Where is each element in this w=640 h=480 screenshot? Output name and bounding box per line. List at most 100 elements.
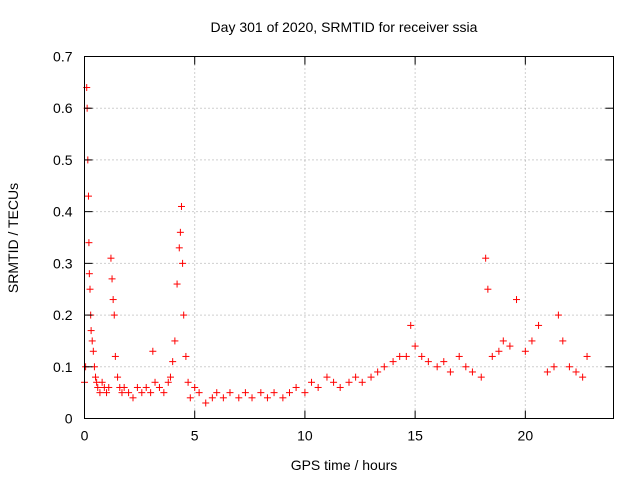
- y-tick-label: 0.7: [53, 49, 73, 65]
- data-point: [166, 373, 174, 381]
- data-point: [418, 352, 426, 360]
- data-point: [164, 378, 172, 386]
- data-point: [186, 394, 194, 402]
- data-point: [543, 368, 551, 376]
- data-point: [84, 192, 92, 200]
- x-tick-label: 15: [407, 428, 423, 444]
- data-points: [81, 84, 591, 407]
- data-point: [455, 352, 463, 360]
- x-tick-label: 10: [297, 428, 313, 444]
- data-point: [374, 368, 382, 376]
- chart-title: Day 301 of 2020, SRMTID for receiver ssi…: [211, 19, 478, 35]
- data-point: [248, 394, 256, 402]
- data-point: [103, 389, 111, 397]
- data-point: [120, 383, 128, 391]
- data-point: [87, 327, 95, 335]
- y-axis-label: SRMTID / TECUs: [5, 183, 21, 293]
- data-point: [184, 378, 192, 386]
- y-tick-label: 0.2: [53, 307, 73, 323]
- data-point: [241, 389, 249, 397]
- data-point: [270, 389, 278, 397]
- x-tick-label: 5: [191, 428, 199, 444]
- data-point: [424, 358, 432, 366]
- data-point: [572, 368, 580, 376]
- data-point: [565, 363, 573, 371]
- data-point: [367, 373, 375, 381]
- data-point: [235, 394, 243, 402]
- y-tick-label: 0.3: [53, 255, 73, 271]
- y-tick-label: 0.1: [53, 359, 73, 375]
- data-point: [482, 254, 490, 262]
- x-tick-label: 0: [81, 428, 89, 444]
- x-axis-label: GPS time / hours: [291, 457, 398, 473]
- data-point: [88, 337, 96, 345]
- data-point: [177, 202, 185, 210]
- data-point: [352, 373, 360, 381]
- data-point: [85, 270, 93, 278]
- data-point: [550, 363, 558, 371]
- data-point: [105, 383, 113, 391]
- data-point: [147, 389, 155, 397]
- data-point: [345, 378, 353, 386]
- data-point: [226, 389, 234, 397]
- data-point: [142, 383, 150, 391]
- data-point: [559, 337, 567, 345]
- data-point: [109, 296, 117, 304]
- data-point: [195, 389, 203, 397]
- data-point: [85, 239, 93, 247]
- data-point: [98, 378, 106, 386]
- data-point: [118, 389, 126, 397]
- data-point: [111, 352, 119, 360]
- data-point: [176, 228, 184, 236]
- grid-layer: [84, 56, 614, 419]
- data-point: [336, 383, 344, 391]
- data-point: [488, 352, 496, 360]
- data-point: [468, 368, 476, 376]
- data-point: [208, 394, 216, 402]
- data-point: [169, 358, 177, 366]
- data-point: [477, 373, 485, 381]
- data-point: [407, 321, 415, 329]
- data-point: [94, 383, 102, 391]
- data-point: [108, 275, 116, 283]
- data-point: [114, 373, 122, 381]
- data-point: [513, 296, 521, 304]
- data-point: [89, 347, 97, 355]
- data-point: [389, 358, 397, 366]
- data-point: [263, 394, 271, 402]
- axis-ticks: 0 0.1 0.2 0.3 0.4 0.5 0.6 0.7 0 5 10 15 20: [53, 49, 614, 444]
- data-point: [314, 383, 322, 391]
- data-point: [499, 337, 507, 345]
- data-point: [554, 311, 562, 319]
- data-point: [110, 311, 118, 319]
- data-point: [133, 383, 141, 391]
- data-point: [308, 378, 316, 386]
- data-point: [202, 399, 210, 407]
- data-point: [402, 352, 410, 360]
- plot-frame: [84, 56, 614, 419]
- data-point: [433, 363, 441, 371]
- data-point: [301, 389, 309, 397]
- data-point: [129, 394, 137, 402]
- data-point: [535, 321, 543, 329]
- data-point: [191, 383, 199, 391]
- y-tick-label: 0.6: [53, 100, 73, 116]
- data-point: [446, 368, 454, 376]
- data-point: [495, 347, 503, 355]
- data-point: [484, 285, 492, 293]
- data-point: [86, 285, 94, 293]
- data-point: [292, 383, 300, 391]
- data-point: [521, 347, 529, 355]
- data-point: [175, 244, 183, 252]
- data-point: [179, 259, 187, 267]
- data-point: [411, 342, 419, 350]
- data-point: [279, 394, 287, 402]
- data-point: [358, 378, 366, 386]
- y-tick-label: 0.4: [53, 204, 73, 220]
- data-point: [440, 358, 448, 366]
- data-point: [506, 342, 514, 350]
- data-point: [92, 373, 100, 381]
- data-point: [323, 373, 331, 381]
- data-point: [96, 389, 104, 397]
